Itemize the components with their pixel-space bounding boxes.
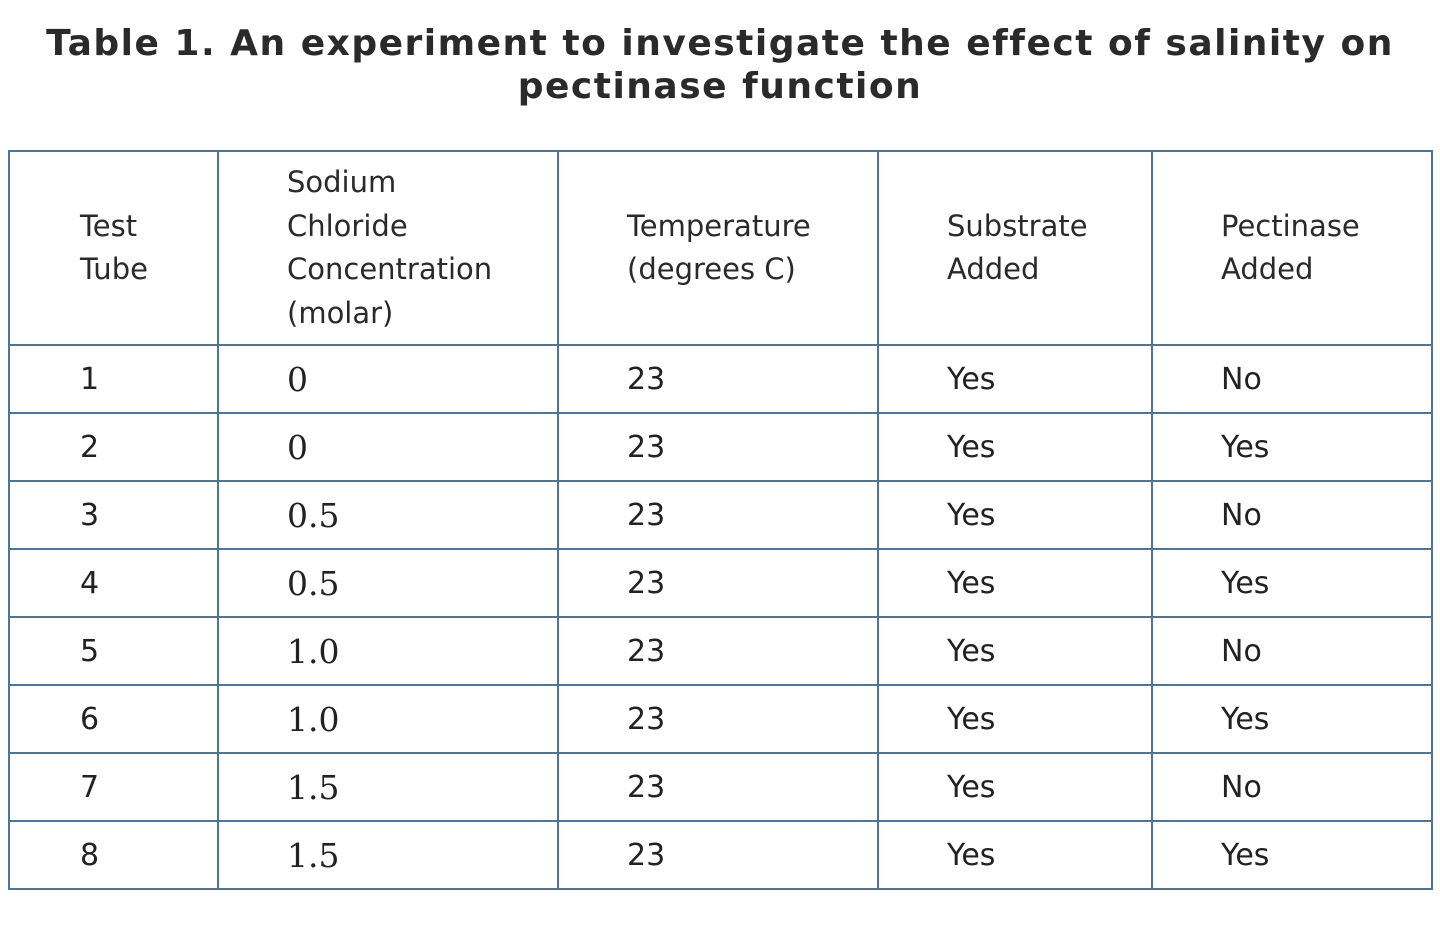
table-row: 2 0 23 Yes Yes (8, 412, 1433, 482)
table-row: 1 0 23 Yes No (8, 344, 1433, 414)
table-row: 4 0.5 23 Yes Yes (8, 548, 1433, 618)
header-substrate-added: Substrate Added (877, 150, 1153, 346)
cell-pectinase-added: No (1151, 344, 1433, 414)
cell-nacl-concentration: 1.5 (217, 752, 559, 822)
cell-temperature: 23 (557, 480, 879, 550)
header-row: Test Tube Sodium Chloride Concentration … (8, 150, 1433, 346)
cell-nacl-concentration: 1.5 (217, 820, 559, 890)
cell-pectinase-added: Yes (1151, 548, 1433, 618)
salinity-experiment-table: Test Tube Sodium Chloride Concentration … (8, 150, 1433, 890)
table-row: 5 1.0 23 Yes No (8, 616, 1433, 686)
cell-substrate-added: Yes (877, 548, 1153, 618)
cell-temperature: 23 (557, 412, 879, 482)
cell-temperature: 23 (557, 752, 879, 822)
cell-substrate-added: Yes (877, 412, 1153, 482)
cell-test-tube: 5 (8, 616, 219, 686)
cell-test-tube: 2 (8, 412, 219, 482)
header-temperature: Temperature (degrees C) (557, 150, 879, 346)
cell-test-tube: 7 (8, 752, 219, 822)
cell-pectinase-added: No (1151, 480, 1433, 550)
cell-substrate-added: Yes (877, 684, 1153, 754)
cell-substrate-added: Yes (877, 752, 1153, 822)
table-row: 7 1.5 23 Yes No (8, 752, 1433, 822)
cell-substrate-added: Yes (877, 616, 1153, 686)
cell-temperature: 23 (557, 684, 879, 754)
caption-line-2: pectinase function (517, 66, 923, 107)
header-test-tube: Test Tube (8, 150, 219, 346)
table-caption: Table 1. An experiment to investigate th… (0, 22, 1440, 108)
table-row: 6 1.0 23 Yes Yes (8, 684, 1433, 754)
cell-substrate-added: Yes (877, 480, 1153, 550)
cell-pectinase-added: Yes (1151, 412, 1433, 482)
cell-nacl-concentration: 0.5 (217, 548, 559, 618)
cell-pectinase-added: Yes (1151, 684, 1433, 754)
cell-pectinase-added: No (1151, 752, 1433, 822)
cell-test-tube: 4 (8, 548, 219, 618)
cell-nacl-concentration: 0 (217, 412, 559, 482)
cell-substrate-added: Yes (877, 344, 1153, 414)
cell-nacl-concentration: 1.0 (217, 616, 559, 686)
cell-nacl-concentration: 1.0 (217, 684, 559, 754)
cell-temperature: 23 (557, 820, 879, 890)
cell-test-tube: 3 (8, 480, 219, 550)
cell-temperature: 23 (557, 548, 879, 618)
cell-nacl-concentration: 0 (217, 344, 559, 414)
header-pectinase-added: Pectinase Added (1151, 150, 1433, 346)
cell-substrate-added: Yes (877, 820, 1153, 890)
table-row: 8 1.5 23 Yes Yes (8, 820, 1433, 890)
cell-pectinase-added: No (1151, 616, 1433, 686)
cell-test-tube: 8 (8, 820, 219, 890)
cell-pectinase-added: Yes (1151, 820, 1433, 890)
cell-temperature: 23 (557, 616, 879, 686)
table-row: 3 0.5 23 Yes No (8, 480, 1433, 550)
cell-nacl-concentration: 0.5 (217, 480, 559, 550)
cell-test-tube: 1 (8, 344, 219, 414)
caption-line-1: Table 1. An experiment to investigate th… (46, 23, 1394, 64)
cell-test-tube: 6 (8, 684, 219, 754)
header-sodium-chloride-concentration: Sodium Chloride Concentration (molar) (217, 150, 559, 346)
cell-temperature: 23 (557, 344, 879, 414)
